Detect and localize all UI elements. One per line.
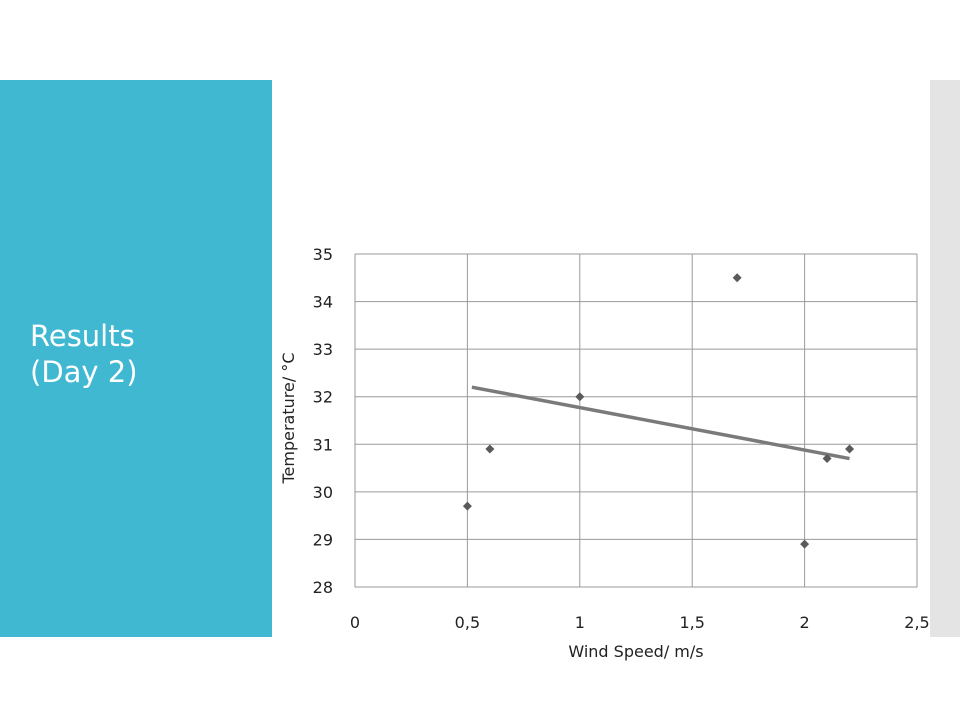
y-tick-label: 32 [313, 388, 333, 407]
x-axis-label: Wind Speed/ m/s [568, 642, 703, 661]
x-tick-label: 1,5 [679, 613, 704, 632]
y-tick-label: 34 [313, 293, 333, 312]
trendline-group [471, 385, 850, 461]
x-tick-label: 2,5 [904, 613, 929, 632]
data-point [822, 454, 832, 464]
y-tick-label: 31 [313, 435, 333, 454]
data-point [845, 444, 855, 454]
right-decor-strip [930, 80, 960, 637]
slide-title: Results (Day 2) [30, 318, 260, 390]
data-point [732, 273, 742, 283]
y-tick-label: 30 [313, 483, 333, 502]
x-tick-label: 2 [800, 613, 810, 632]
slide-title-line-2: (Day 2) [30, 355, 138, 389]
data-point [485, 444, 495, 454]
linear-trendline [471, 385, 850, 461]
title-panel [0, 80, 272, 637]
y-tick-label: 29 [313, 530, 333, 549]
chart-grid [354, 253, 918, 588]
y-tick-label: 35 [313, 245, 333, 264]
data-point [575, 392, 585, 402]
y-tick-label: 33 [313, 340, 333, 359]
y-tick-labels: 28 29 30 31 32 33 34 35 [313, 245, 333, 597]
data-point [462, 501, 472, 511]
y-tick-label: 28 [313, 578, 333, 597]
x-tick-labels: 0 0,5 1 1,5 2 2,5 [350, 613, 930, 632]
x-tick-label: 1 [575, 613, 585, 632]
data-points [462, 273, 855, 549]
data-point [800, 539, 810, 549]
slide-title-line-1: Results [30, 319, 135, 353]
y-axis-label: Temperature/ °C [279, 353, 298, 485]
x-tick-label: 0 [350, 613, 360, 632]
x-tick-label: 0,5 [455, 613, 480, 632]
